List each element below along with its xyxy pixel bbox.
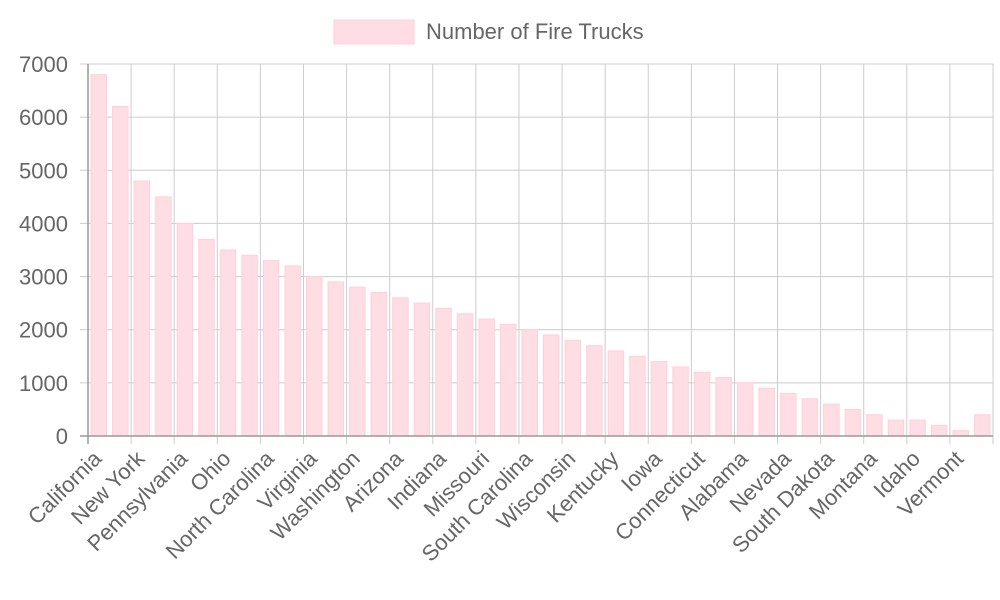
bar-kansas[interactable] (758, 387, 776, 437)
bar-massachusetts[interactable] (413, 302, 431, 437)
bars (90, 74, 991, 437)
bar-iowa[interactable] (650, 361, 668, 437)
y-tick-label: 5000 (19, 158, 68, 183)
bar-oklahoma[interactable] (629, 355, 646, 437)
bar-alaska[interactable] (973, 414, 991, 437)
bar-mississippi[interactable] (715, 377, 732, 437)
legend-label[interactable]: Number of Fire Trucks (426, 19, 644, 44)
bar-alabama[interactable] (736, 382, 754, 437)
bar-washington[interactable] (349, 286, 366, 437)
bar-arizona[interactable] (392, 297, 409, 437)
x-gridlines (87, 64, 994, 444)
bar-tennessee[interactable] (370, 292, 388, 437)
y-tick-label: 1000 (19, 371, 68, 396)
bar-california[interactable] (90, 74, 108, 437)
bar-idaho[interactable] (909, 419, 926, 437)
bar-colorado[interactable] (543, 334, 560, 437)
bar-wisconsin[interactable] (564, 339, 582, 437)
bar-louisiana[interactable] (586, 345, 603, 437)
y-tick-label: 7000 (19, 52, 68, 77)
bar-north-carolina[interactable] (262, 260, 280, 437)
bar-virginia[interactable] (305, 276, 323, 437)
bar-connecticut[interactable] (693, 371, 711, 437)
y-tick-label: 3000 (19, 265, 68, 290)
bar-montana[interactable] (866, 414, 883, 437)
bar-florida[interactable] (155, 196, 172, 437)
bar-utah[interactable] (801, 398, 819, 437)
y-tick-label: 6000 (19, 105, 68, 130)
bar-kentucky[interactable] (607, 350, 625, 437)
bar-new-hampshire[interactable] (930, 424, 948, 437)
bar-missouri[interactable] (478, 318, 495, 437)
bar-nebraska[interactable] (844, 408, 862, 437)
y-tick-label: 4000 (19, 211, 68, 236)
bar-nevada[interactable] (780, 392, 797, 437)
bar-michigan[interactable] (241, 254, 258, 437)
bar-illinois[interactable] (198, 238, 215, 437)
bar-minnesota[interactable] (499, 323, 517, 437)
axes (80, 64, 993, 444)
bar-pennsylvania[interactable] (176, 222, 194, 437)
bar-oregon[interactable] (672, 366, 689, 437)
bar-west-virginia[interactable] (887, 419, 905, 437)
bar-texas[interactable] (112, 106, 129, 437)
y-axis-tick-labels: 0 1000 2000 3000 4000 5000 6000 7000 (19, 52, 68, 449)
bar-south-carolina[interactable] (521, 329, 538, 437)
bar-maryland[interactable] (456, 313, 474, 437)
y-tick-label: 0 (56, 424, 68, 449)
legend-swatch[interactable] (333, 19, 415, 45)
y-tick-label: 2000 (19, 318, 68, 343)
bar-new-york[interactable] (133, 180, 151, 437)
bar-south-dakota[interactable] (823, 403, 840, 437)
bar-new-jersey[interactable] (327, 281, 345, 437)
bar-georgia[interactable] (284, 265, 301, 437)
bar-indiana[interactable] (435, 307, 452, 437)
bar-vermont[interactable] (952, 430, 969, 437)
legend[interactable]: Number of Fire Trucks (333, 19, 644, 45)
bar-ohio[interactable] (219, 249, 237, 437)
